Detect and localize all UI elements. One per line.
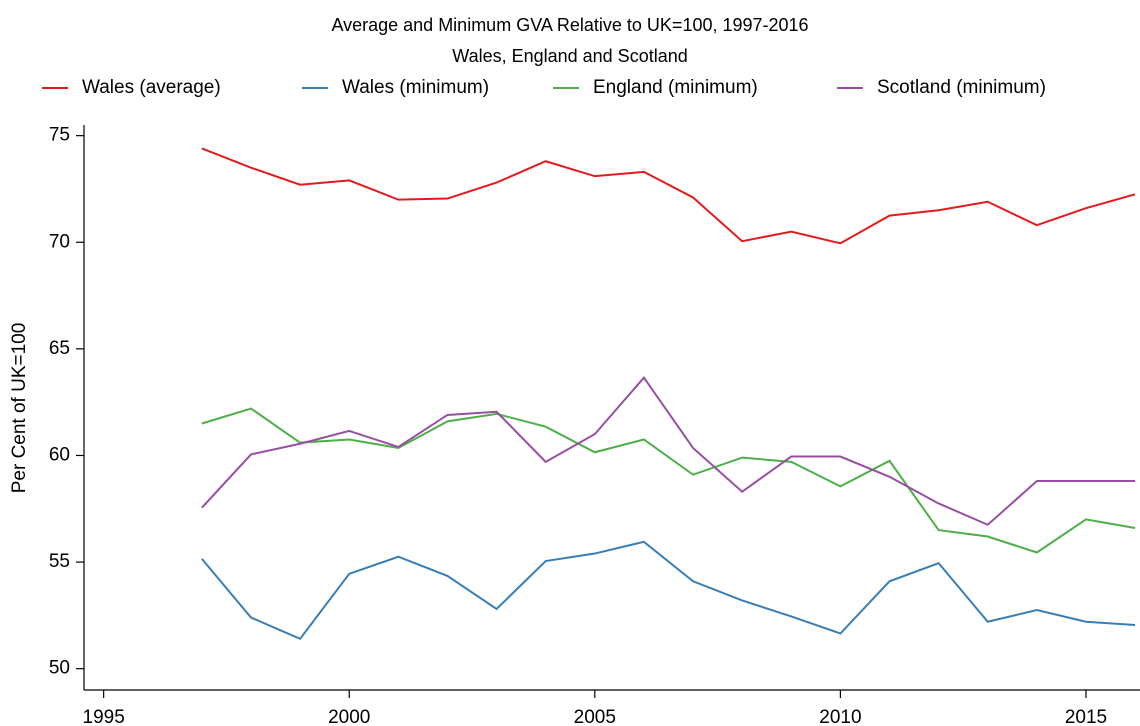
x-tick-label: 2005	[574, 707, 616, 726]
chart-subtitle: Wales, England and Scotland	[452, 46, 688, 66]
legend-label: Wales (minimum)	[342, 77, 489, 98]
y-tick-label: 70	[49, 231, 70, 252]
legend-label: Wales (average)	[82, 77, 221, 98]
series-line	[201, 147, 1136, 245]
series-line	[201, 540, 1136, 641]
x-tick-label: 2000	[328, 707, 370, 726]
legend-label: England (minimum)	[593, 77, 758, 98]
series-line	[201, 376, 1136, 526]
y-tick-label: 60	[49, 444, 70, 465]
chart-title: Average and Minimum GVA Relative to UK=1…	[331, 15, 808, 35]
y-tick-label: 50	[49, 658, 70, 679]
y-axis-label: Per Cent of UK=100	[9, 323, 30, 494]
y-tick-label: 65	[49, 338, 70, 359]
x-tick-label: 2015	[1065, 707, 1107, 726]
y-tick-label: 75	[49, 125, 70, 146]
x-tick-label: 2010	[819, 707, 861, 726]
legend-label: Scotland (minimum)	[877, 77, 1046, 98]
y-tick-label: 55	[49, 551, 70, 572]
series-line	[201, 407, 1136, 554]
x-tick-label: 1995	[83, 707, 125, 726]
